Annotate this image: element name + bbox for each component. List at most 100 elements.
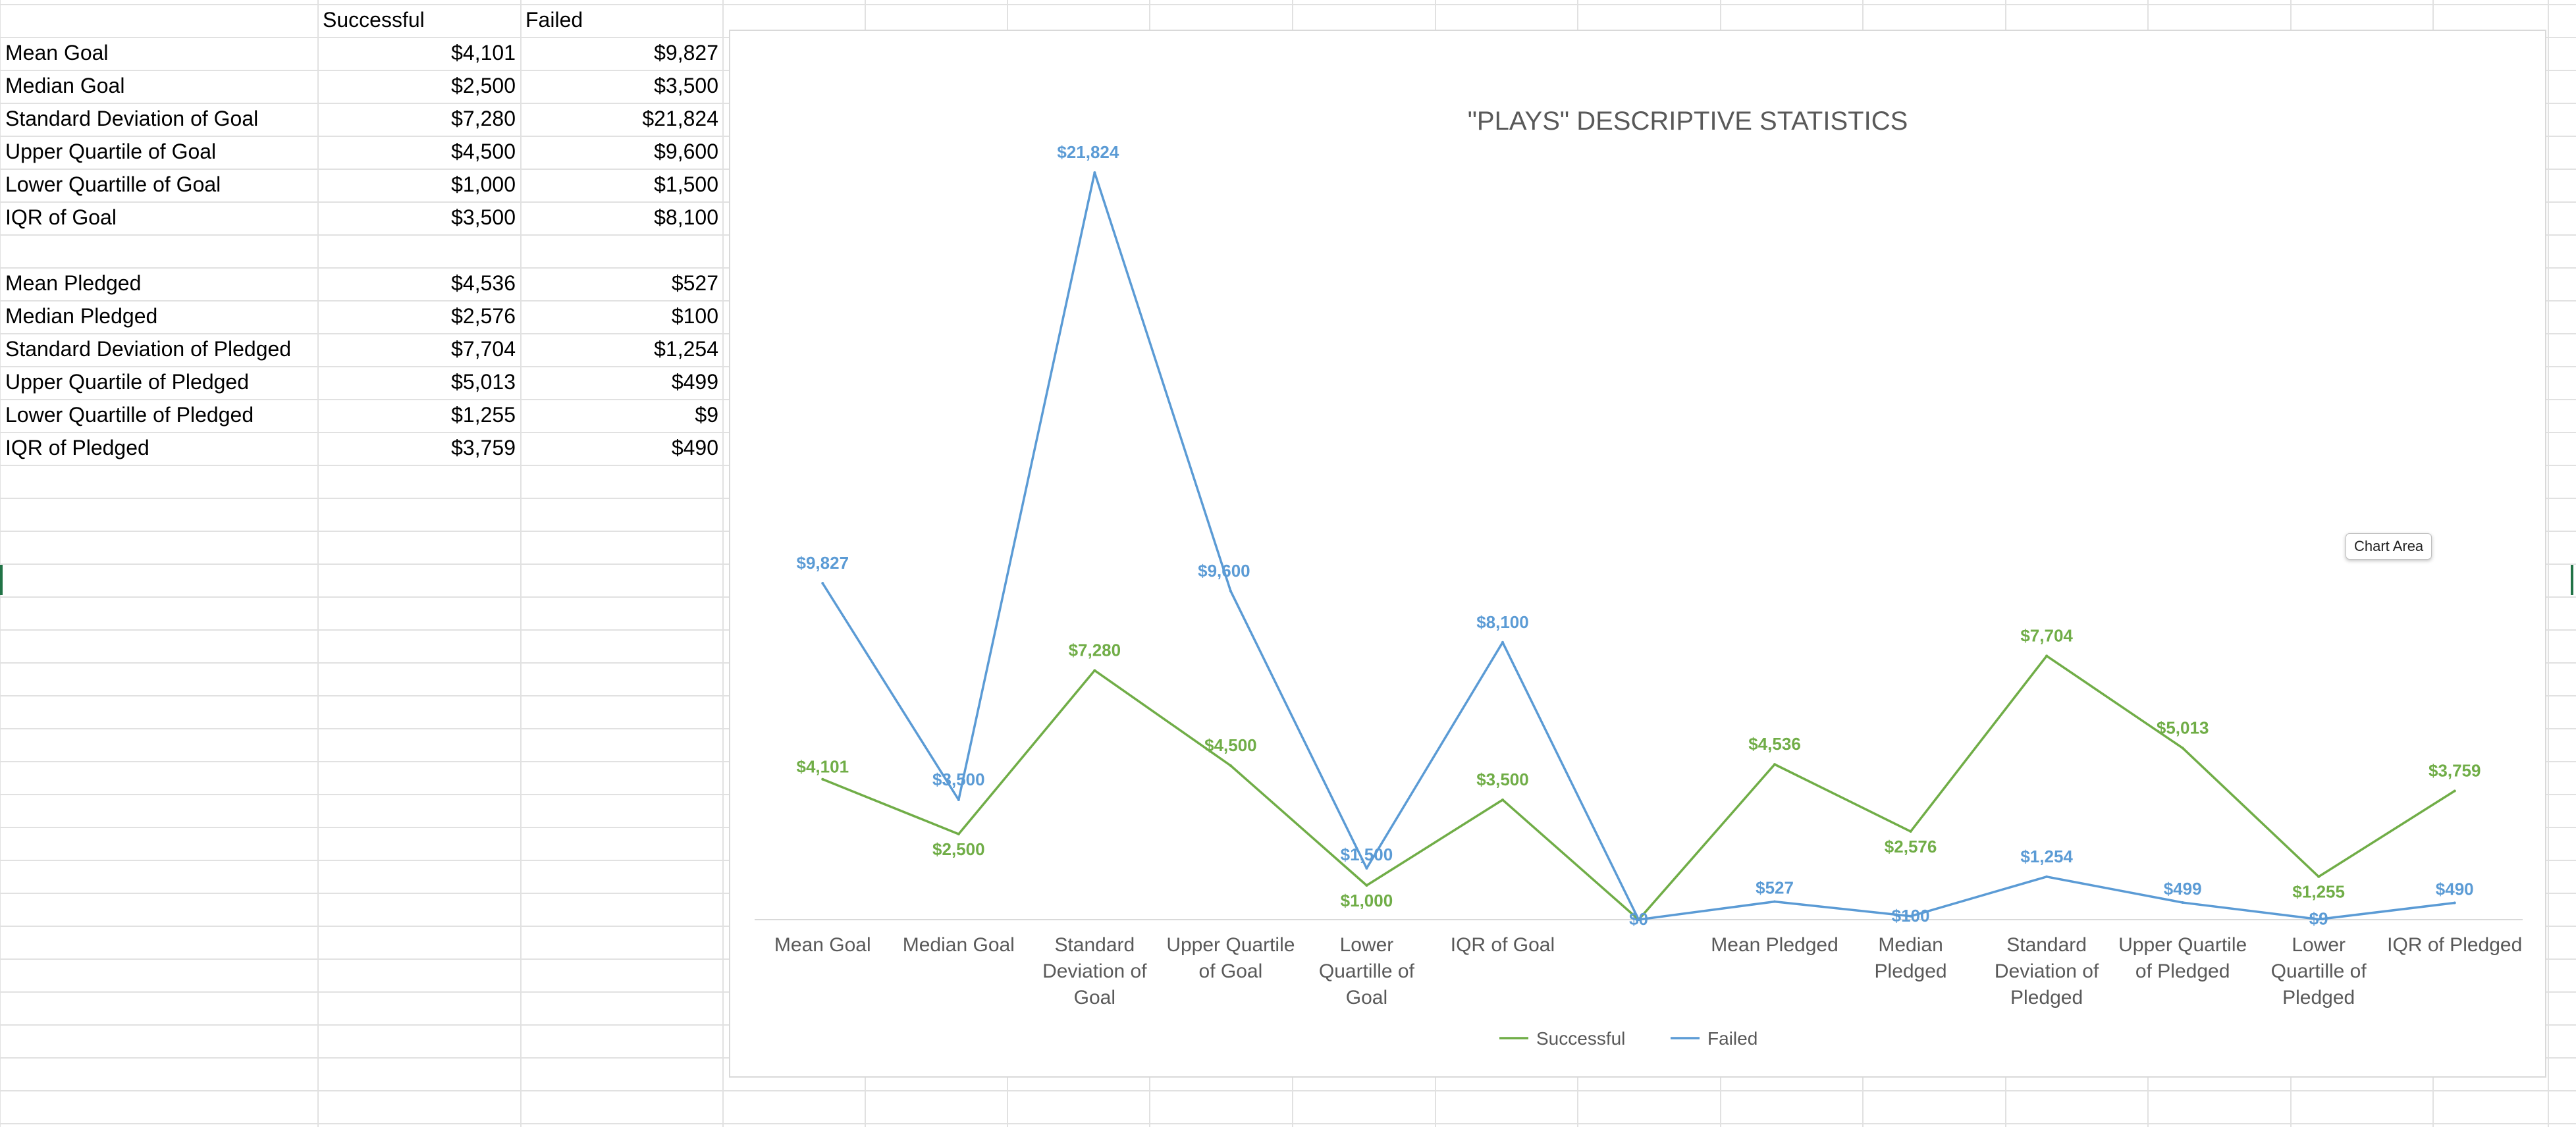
cell-failed[interactable]: $9,827 [654, 41, 718, 65]
cell-failed[interactable]: $499 [671, 370, 718, 394]
x-tick-label-line: Deviation of [1995, 960, 2099, 982]
data-point-failed[interactable] [1229, 589, 1232, 592]
x-tick-label: Median Goal [903, 934, 1015, 956]
data-point-successful[interactable] [1365, 884, 1368, 887]
cell-label[interactable]: Standard Deviation of Goal [5, 107, 259, 130]
data-label-successful: $2,576 [1885, 837, 1937, 856]
cell-label[interactable]: Mean Goal [5, 41, 109, 65]
cell-label[interactable]: Mean Pledged [5, 271, 142, 295]
cell-successful[interactable]: $1,000 [451, 172, 516, 196]
x-tick-label: IQR of Goal [1451, 934, 1555, 956]
line-chart[interactable]: "PLAYS" DESCRIPTIVE STATISTICS Mean Goal M… [730, 31, 2548, 1079]
cell-label[interactable]: Standard Deviation of Pledged [5, 337, 292, 361]
cell-successful[interactable]: $2,576 [451, 304, 516, 328]
data-label-successful: $2,500 [932, 839, 985, 859]
data-point-failed[interactable] [1093, 171, 1096, 174]
header-failed[interactable]: Failed [525, 8, 583, 32]
data-label-failed: $100 [1892, 906, 1930, 926]
x-tick-label-line: Mean Goal [774, 934, 871, 956]
data-label-successful: $4,536 [1748, 734, 1801, 754]
data-point-successful[interactable] [1909, 830, 1912, 833]
x-tick-label: Standard Deviation of Pledged [1995, 934, 2099, 1009]
x-tick-label: Lower Quartille of Pledged [2271, 934, 2367, 1009]
data-point-successful[interactable] [2045, 654, 2049, 658]
cell-successful[interactable]: $1,255 [451, 403, 516, 427]
data-point-successful[interactable] [1501, 799, 1504, 801]
cell-label[interactable]: Lower Quartille of Pledged [5, 403, 254, 427]
cell-successful[interactable]: $3,759 [451, 436, 516, 459]
cell-label[interactable]: Median Goal [5, 74, 125, 97]
data-point-failed[interactable] [821, 581, 824, 585]
x-tick-label: Upper Quartile of Goal [1166, 934, 1295, 982]
cell-failed[interactable]: $3,500 [654, 74, 718, 97]
cell-failed[interactable]: $8,100 [654, 205, 718, 229]
cell-successful[interactable]: $5,013 [451, 370, 516, 394]
cell-label[interactable]: Upper Quartile of Pledged [5, 370, 249, 394]
x-tick-label-line: Goal [1074, 987, 1115, 1009]
cell-failed[interactable]: $1,254 [654, 337, 718, 361]
x-tick-label-line: Pledged [2282, 987, 2355, 1009]
data-label-successful: $5,013 [2157, 718, 2209, 737]
cell-failed[interactable]: $1,500 [654, 172, 718, 196]
data-point-failed[interactable] [2453, 901, 2456, 904]
data-point-failed[interactable] [2181, 901, 2184, 904]
cell-failed[interactable]: $527 [671, 271, 718, 295]
legend-item-failed[interactable]: Failed [1671, 1028, 1758, 1049]
data-point-successful[interactable] [2453, 789, 2456, 793]
x-tick-label-line: Standard [1054, 934, 1135, 956]
data-point-failed[interactable] [1365, 867, 1368, 870]
cell-failed[interactable]: $100 [671, 304, 718, 328]
series-line-successful[interactable] [822, 654, 2455, 921]
cell-failed[interactable]: $9,600 [654, 140, 718, 163]
x-tick-label-line: Deviation of [1042, 960, 1147, 982]
cell-label[interactable]: IQR of Goal [5, 205, 117, 229]
x-tick-label-line: Median Goal [903, 934, 1015, 956]
x-tick-label-line: Pledged [1875, 960, 1947, 982]
data-label-successful: $7,280 [1069, 640, 1121, 660]
data-point-successful[interactable] [2317, 875, 2321, 878]
legend-item-successful[interactable]: Successful [1499, 1028, 1625, 1049]
x-tick-label: Standard Deviation of Goal [1042, 934, 1147, 1009]
data-point-successful[interactable] [957, 833, 960, 835]
data-label-failed: $499 [2164, 879, 2202, 899]
data-label-failed: $9 [2309, 909, 2328, 929]
x-tick-label: Median Pledged [1875, 934, 1947, 982]
cell-label[interactable]: Median Pledged [5, 304, 158, 328]
header-successful[interactable]: Successful [323, 8, 425, 32]
data-label-failed: $527 [1756, 878, 1794, 898]
chart-area[interactable]: "PLAYS" DESCRIPTIVE STATISTICS Mean Goal M… [729, 30, 2546, 1078]
data-point-successful[interactable] [1773, 763, 1777, 766]
cell-failed[interactable]: $21,824 [642, 107, 718, 130]
data-point-failed[interactable] [957, 799, 960, 801]
x-tick-label: Lower Quartille of Goal [1319, 934, 1415, 1009]
cell-successful[interactable]: $4,536 [451, 271, 516, 295]
data-point-successful[interactable] [821, 777, 824, 781]
data-point-successful[interactable] [1093, 669, 1096, 672]
series-line-failed[interactable] [821, 171, 2455, 921]
cell-label[interactable]: Lower Quartille of Goal [5, 172, 221, 196]
x-tick-label: Upper Quartile of Pledged [2118, 934, 2247, 982]
data-label-failed: $0 [1629, 909, 1648, 929]
cell-successful[interactable]: $4,500 [451, 140, 516, 163]
data-label-successful: $1,000 [1341, 891, 1393, 910]
data-label-failed: $1,254 [2020, 847, 2073, 866]
cell-failed[interactable]: $9 [695, 403, 718, 427]
cell-successful[interactable]: $7,704 [451, 337, 516, 361]
cell-label[interactable]: Upper Quartile of Goal [5, 140, 217, 163]
cell-successful[interactable]: $2,500 [451, 74, 516, 97]
cell-failed[interactable]: $490 [671, 436, 718, 459]
data-point-failed[interactable] [1773, 900, 1777, 903]
cell-successful[interactable]: $7,280 [451, 107, 516, 130]
data-point-failed[interactable] [1637, 918, 1640, 921]
data-point-failed[interactable] [2317, 918, 2321, 921]
data-point-failed[interactable] [1501, 641, 1504, 644]
cell-label[interactable]: IQR of Pledged [5, 436, 149, 459]
cell-successful[interactable]: $4,101 [451, 41, 516, 65]
data-point-failed[interactable] [1909, 914, 1912, 918]
x-tick-label-line: Quartille of [1319, 960, 1415, 982]
data-point-failed[interactable] [2045, 875, 2049, 878]
chart-title: "PLAYS" DESCRIPTIVE STATISTICS [1468, 107, 1908, 136]
cell-successful[interactable]: $3,500 [451, 205, 516, 229]
data-point-successful[interactable] [2181, 747, 2184, 750]
data-point-successful[interactable] [1229, 764, 1232, 767]
